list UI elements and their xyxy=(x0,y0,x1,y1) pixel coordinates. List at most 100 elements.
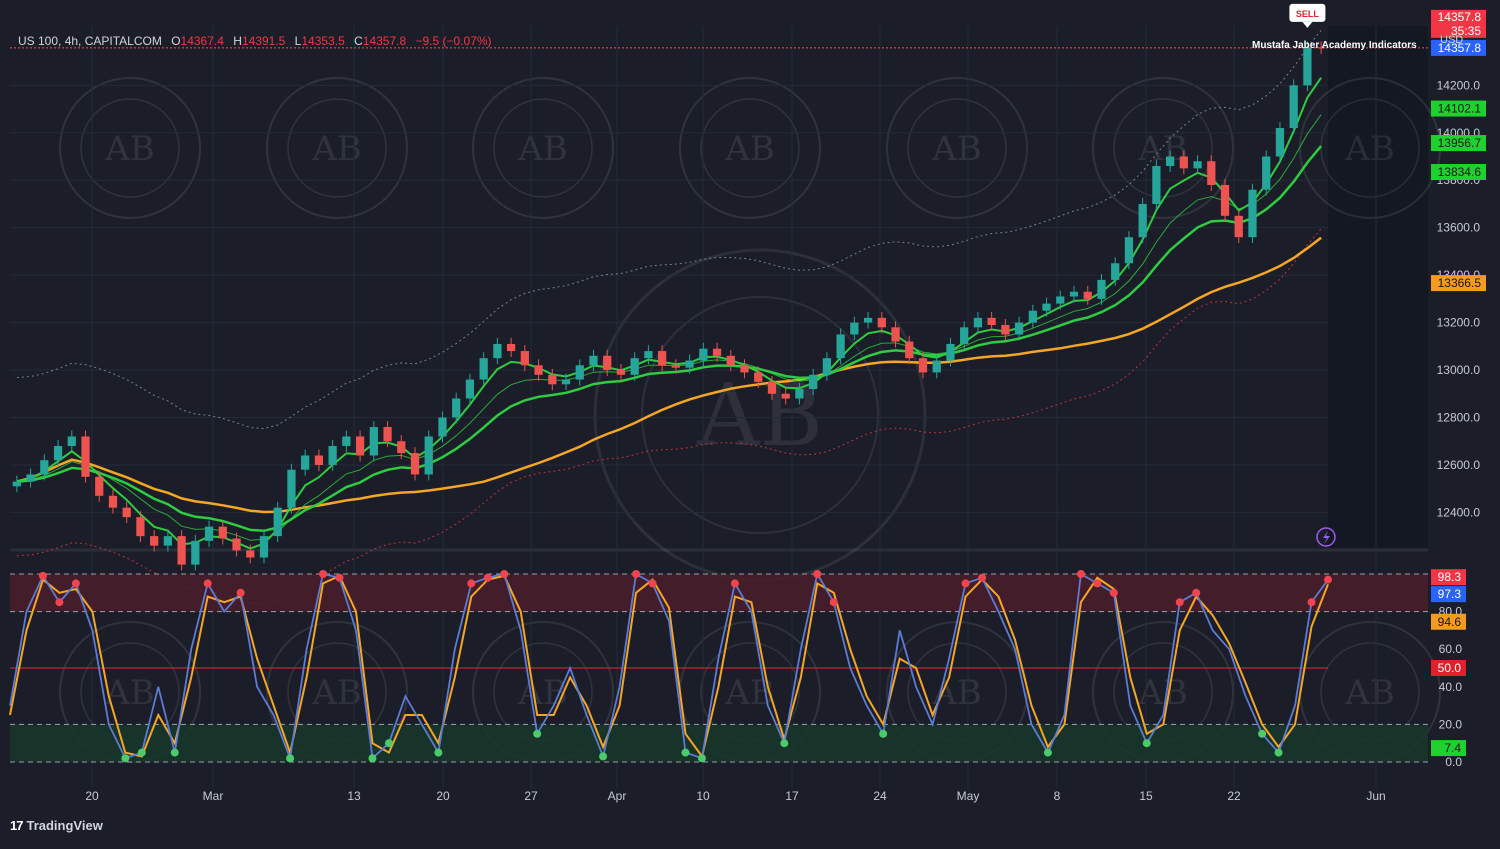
overbought-dot xyxy=(467,579,476,588)
overbought-dot xyxy=(730,579,739,588)
x-tick-label: 17 xyxy=(785,789,799,803)
symbol-name[interactable]: US 100, 4h, CAPITALCOM xyxy=(18,34,162,48)
candle-body xyxy=(1138,203,1147,238)
oscillator-tick-label: 0.0 xyxy=(1445,755,1462,769)
x-tick-label: Jun xyxy=(1366,789,1385,803)
overbought-dot xyxy=(483,573,492,582)
oversold-dot xyxy=(170,748,179,757)
y-tick-label: 13600.0 xyxy=(1437,221,1481,235)
oversold-dot xyxy=(697,754,706,763)
overbought-dot xyxy=(1192,588,1201,597)
candle-body xyxy=(877,317,886,328)
x-tick-label: 8 xyxy=(1054,789,1061,803)
overbought-dot xyxy=(978,573,987,582)
watermark-ring xyxy=(472,77,614,219)
candle-body xyxy=(81,436,90,477)
overbought-dot xyxy=(1175,598,1184,607)
axes: 20 Mar 13 20 27 Apr 10 17 24 May 8 15 22 Jun 12400.0 12… xyxy=(85,78,1480,803)
watermark-text: AB xyxy=(931,673,982,713)
oversold-dot xyxy=(1142,739,1151,748)
ema-slow-tag: 13834.6 xyxy=(1431,164,1486,181)
candle-body xyxy=(520,351,529,366)
candle-body xyxy=(822,358,832,375)
oversold-dot xyxy=(384,739,393,748)
last-price-tag xyxy=(1431,9,1486,38)
price-pane[interactable]: SELL xyxy=(10,3,1428,605)
watermark-text: AB xyxy=(724,129,775,169)
candle-body xyxy=(53,445,63,461)
stoch-k-tag-bg xyxy=(1431,586,1466,603)
overbought-dot xyxy=(1109,588,1118,597)
candle-body xyxy=(1234,215,1243,238)
candle-body xyxy=(603,355,612,371)
sell-signal-box xyxy=(1289,3,1326,22)
x-tick-label: 22 xyxy=(1227,789,1241,803)
stochastic-pane[interactable] xyxy=(9,570,1428,763)
candle-body xyxy=(891,327,900,342)
ema-mid-line xyxy=(16,114,1322,541)
change-value: −9.5 (−0.07%) xyxy=(415,34,492,48)
candle-body xyxy=(1001,324,1010,335)
candle-body xyxy=(1207,161,1216,185)
stoch-mid-tag-text: 50.0 xyxy=(1438,661,1462,675)
stoch-upper-tag-text: 98.3 xyxy=(1438,570,1462,584)
candle-body xyxy=(905,341,914,359)
last-price-tag-value: 14357.8 xyxy=(1438,10,1482,24)
watermark-seal: AB xyxy=(472,77,614,219)
oversold-dot xyxy=(780,739,789,748)
overbought-dot xyxy=(38,571,47,580)
overbought-dot xyxy=(203,579,212,588)
sell-signal-label: SELL xyxy=(1296,9,1320,19)
watermark-text: AB xyxy=(517,129,568,169)
open-label: O xyxy=(171,34,181,48)
watermark-text: AB xyxy=(311,673,362,713)
candle-body xyxy=(781,393,790,399)
overbought-dot xyxy=(961,579,970,588)
close-label: C xyxy=(354,34,363,48)
candle-body xyxy=(424,436,433,475)
candle-body xyxy=(328,445,337,465)
ma-200-tag-bg xyxy=(1431,275,1486,292)
oversold-dot xyxy=(1258,729,1267,738)
candle-body xyxy=(767,381,777,394)
candle-body xyxy=(122,507,131,518)
candle-body xyxy=(1111,263,1120,280)
candle-body xyxy=(191,540,200,565)
candle-body xyxy=(383,426,392,442)
y-tick-label: 13000.0 xyxy=(1437,363,1481,377)
candle-body xyxy=(1165,156,1175,166)
indicator-title[interactable]: Mustafa Jaber Academy Indicators xyxy=(1252,40,1417,51)
stoch-d-tag-bg xyxy=(1431,613,1466,630)
watermark-text: AB xyxy=(517,673,568,713)
currency-label[interactable]: USD xyxy=(1440,34,1464,46)
watermark-ring-inner xyxy=(493,98,593,198)
x-tick-label: 20 xyxy=(436,789,450,803)
candle-body xyxy=(355,436,365,456)
candle-body xyxy=(795,389,804,399)
ema-mid-tag-text: 13956.7 xyxy=(1438,136,1482,150)
candle-body xyxy=(397,441,406,454)
tradingview-logo[interactable]: 17 TradingView xyxy=(10,818,103,833)
candle-body xyxy=(1097,279,1106,299)
candle-body xyxy=(712,348,722,356)
oscillator-tick-label: 60.0 xyxy=(1439,642,1463,656)
overbought-dot xyxy=(648,579,657,588)
stoch-d-tag-text: 94.6 xyxy=(1438,615,1462,629)
x-tick-label: 24 xyxy=(873,789,887,803)
candle-body xyxy=(1289,85,1298,129)
candle-body xyxy=(1220,184,1230,216)
candle-body xyxy=(946,343,955,361)
candle-body xyxy=(1275,128,1285,157)
watermark-ring xyxy=(266,77,408,219)
ema-fast-tag-bg xyxy=(1431,100,1486,117)
candle-body xyxy=(301,455,310,470)
ema-mid-tag: 13956.7 xyxy=(1431,135,1486,152)
overbought-dot xyxy=(55,598,64,607)
tradingview-brand-text: TradingView xyxy=(26,818,103,833)
oscillator-tick-label: 20.0 xyxy=(1439,717,1463,731)
candle-body xyxy=(1317,47,1326,49)
open-value: 14367.4 xyxy=(180,34,224,48)
candle-body xyxy=(1014,322,1024,335)
